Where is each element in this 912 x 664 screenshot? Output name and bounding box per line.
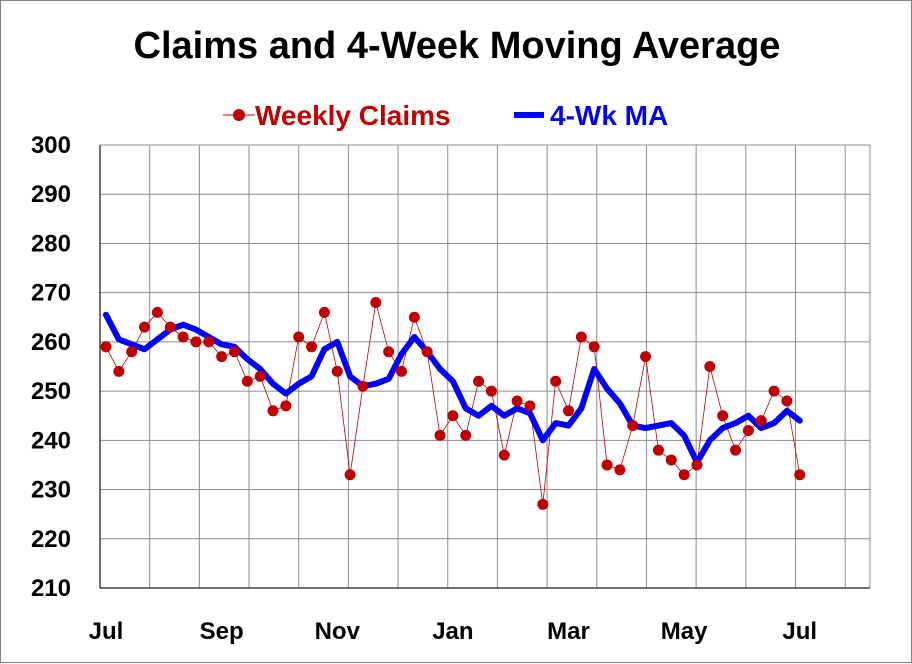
weekly-claims-point: [242, 376, 253, 387]
weekly-claims-point: [550, 376, 561, 387]
x-tick-label: Jan: [432, 618, 473, 645]
x-tick-label: Sep: [200, 618, 244, 645]
y-tick-label: 230: [31, 477, 71, 504]
y-tick-label: 300: [31, 132, 71, 159]
y-tick-label: 280: [31, 230, 71, 257]
x-tick-labels: Jul Sep Nov Jan Mar May Jul: [89, 618, 817, 645]
weekly-claims-point: [383, 346, 394, 357]
weekly-claims-point: [666, 455, 677, 466]
weekly-claims-point: [319, 307, 330, 318]
y-tick-label: 210: [31, 575, 71, 602]
weekly-claims-point: [769, 386, 780, 397]
weekly-claims-point: [268, 405, 279, 416]
x-tick-label: Jul: [89, 618, 124, 645]
weekly-claims-point: [627, 420, 638, 431]
chart-title: Claims and 4-Week Moving Average: [134, 25, 781, 67]
axes: [100, 145, 870, 588]
y-tick-label: 240: [31, 427, 71, 454]
weekly-claims-point: [460, 430, 471, 441]
weekly-claims-point: [563, 405, 574, 416]
weekly-claims-point: [589, 341, 600, 352]
weekly-claims-point: [524, 400, 535, 411]
weekly-claims-point: [602, 459, 613, 470]
weekly-claims-point: [101, 341, 112, 352]
weekly-claims-point: [743, 425, 754, 436]
y-tick-label: 290: [31, 181, 71, 208]
weekly-claims-point: [473, 376, 484, 387]
weekly-claims-point: [396, 366, 407, 377]
x-tick-label: Jul: [782, 618, 817, 645]
x-tick-label: Nov: [315, 618, 361, 645]
weekly-claims-point: [139, 322, 150, 333]
legend-weekly-label: Weekly Claims: [255, 100, 451, 131]
legend-ma-label: 4-Wk MA: [550, 100, 668, 131]
weekly-claims-point: [306, 341, 317, 352]
weekly-claims-point: [691, 459, 702, 470]
weekly-claims-point: [370, 297, 381, 308]
weekly-claims-point: [794, 469, 805, 480]
weekly-claims-point: [293, 331, 304, 342]
x-tick-label: Mar: [547, 618, 590, 645]
weekly-claims-point: [679, 469, 690, 480]
weekly-claims-point: [345, 469, 356, 480]
weekly-claims-point: [165, 322, 176, 333]
y-tick-label: 220: [31, 526, 71, 553]
weekly-claims-point: [730, 445, 741, 456]
x-tick-label: May: [661, 618, 708, 645]
weekly-claims-point: [512, 395, 523, 406]
moving-average-series: [101, 297, 806, 510]
weekly-claims-point: [653, 445, 664, 456]
legend: Weekly Claims 4-Wk MA: [223, 100, 668, 131]
weekly-claims-point: [447, 410, 458, 421]
weekly-claims-point: [704, 361, 715, 372]
weekly-claims-point: [422, 346, 433, 357]
weekly-claims-point: [190, 336, 201, 347]
weekly-claims-point: [332, 366, 343, 377]
weekly-claims-point: [126, 346, 137, 357]
weekly-claims-point: [781, 395, 792, 406]
legend-weekly-marker: [233, 109, 245, 121]
weekly-claims-point: [435, 430, 446, 441]
y-tick-label: 250: [31, 378, 71, 405]
grid: [100, 145, 870, 588]
weekly-claims-point: [486, 386, 497, 397]
weekly-claims-point: [216, 351, 227, 362]
weekly-claims-point: [537, 499, 548, 510]
weekly-claims-point: [152, 307, 163, 318]
weekly-claims-point: [717, 410, 728, 421]
weekly-claims-point: [409, 312, 420, 323]
weekly-claims-point: [178, 331, 189, 342]
weekly-claims-point: [640, 351, 651, 362]
weekly-claims-point: [113, 366, 124, 377]
weekly-claims-point: [280, 400, 291, 411]
weekly-claims-point: [203, 336, 214, 347]
y-tick-label: 270: [31, 280, 71, 307]
weekly-claims-point: [255, 371, 266, 382]
weekly-claims-point: [499, 450, 510, 461]
weekly-claims-point: [357, 381, 368, 392]
weekly-claims-point: [756, 415, 767, 426]
y-tick-labels: 210 220 230 240 250 260 270 280 290 300: [31, 132, 71, 602]
weekly-claims-point: [576, 331, 587, 342]
weekly-claims-point: [614, 464, 625, 475]
weekly-claims-point: [229, 346, 240, 357]
y-tick-label: 260: [31, 329, 71, 356]
